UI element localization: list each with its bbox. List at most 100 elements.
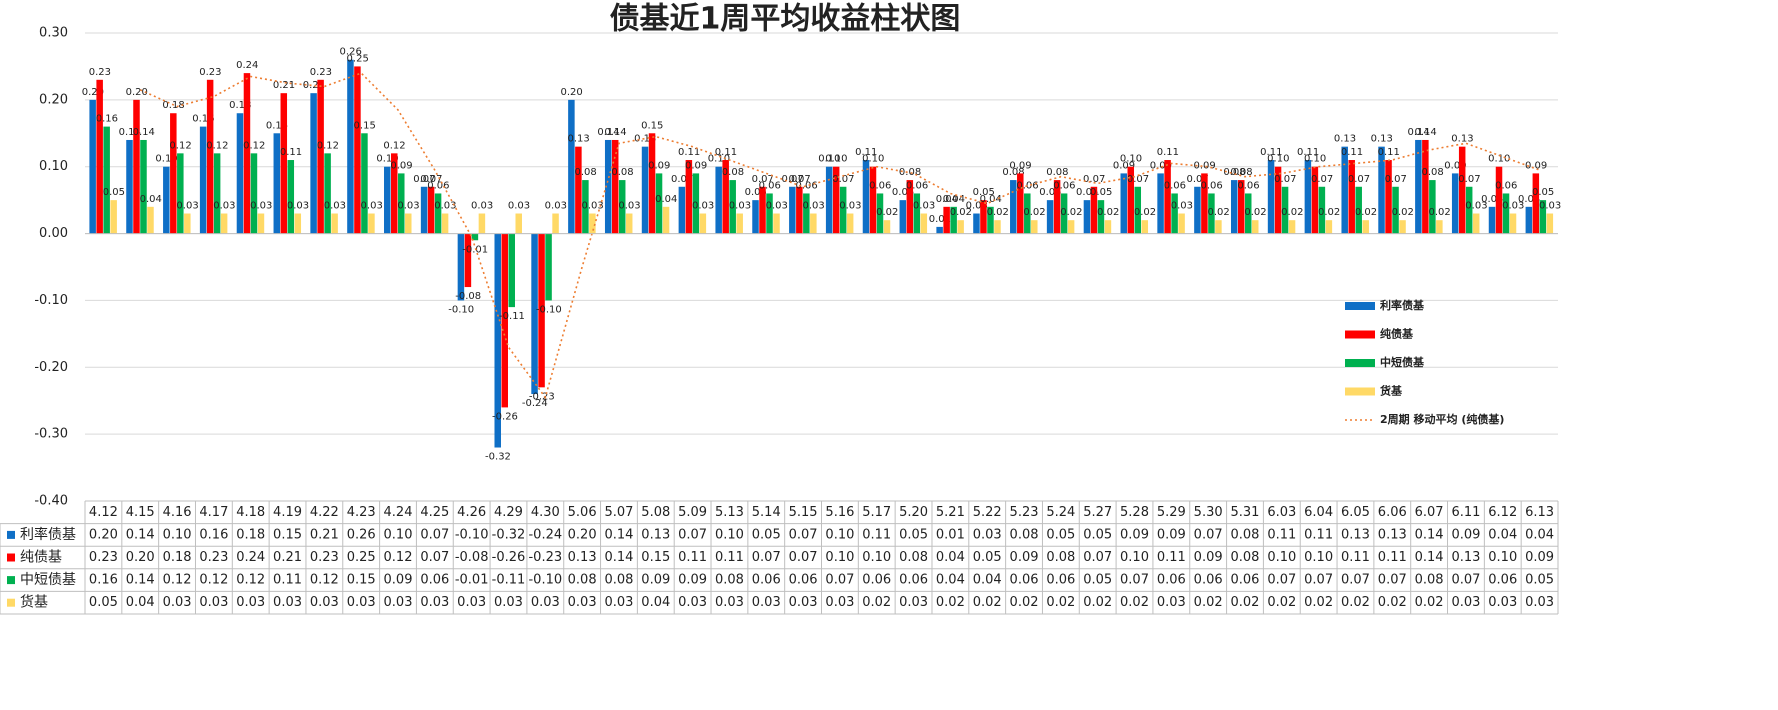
table-cell: 0.07 — [420, 527, 449, 542]
table-cell: 0.10 — [1267, 550, 1296, 565]
data-label: 0.02 — [1208, 207, 1230, 218]
data-label: 0.08 — [722, 167, 744, 178]
data-label: 0.03 — [692, 201, 714, 212]
data-label: 0.07 — [752, 174, 774, 185]
bar — [294, 213, 302, 234]
table-cell: 0.03 — [973, 527, 1002, 542]
bar — [1311, 166, 1319, 234]
table-cell: 0.04 — [1525, 527, 1554, 542]
bar — [1495, 166, 1503, 234]
table-cell: 0.03 — [310, 595, 339, 610]
y-tick-label: -0.30 — [34, 427, 68, 442]
table-cell: 0.03 — [1488, 595, 1517, 610]
bar — [273, 133, 281, 234]
data-label: 0.07 — [420, 174, 442, 185]
bar — [568, 99, 575, 234]
bar — [170, 113, 177, 234]
table-cell: 0.07 — [1341, 573, 1370, 588]
data-label: 0.06 — [1201, 180, 1223, 191]
data-label: 0.03 — [324, 201, 346, 212]
table-cell: 0.07 — [789, 550, 818, 565]
table-cell: -0.23 — [528, 550, 562, 565]
legend-swatch — [1345, 359, 1375, 367]
category-label: 6.06 — [1378, 505, 1407, 520]
bar — [994, 220, 1001, 234]
table-cell: 0.24 — [236, 550, 265, 565]
data-label: 0.24 — [236, 60, 258, 71]
data-label: 0.03 — [582, 201, 604, 212]
bar — [1436, 220, 1443, 234]
category-label: 5.24 — [1046, 505, 1075, 520]
category-label: 6.11 — [1451, 505, 1480, 520]
bar — [1127, 166, 1135, 234]
table-cell: 0.02 — [1304, 595, 1333, 610]
table-cell: 0.09 — [384, 573, 413, 588]
category-label: 5.23 — [1010, 505, 1039, 520]
legend-label: 纯债基 — [1380, 327, 1414, 341]
bar — [140, 139, 147, 234]
data-label: 0.03 — [250, 201, 272, 212]
data-label: 0.15 — [266, 120, 288, 131]
bar — [368, 213, 375, 234]
table-cell: 0.04 — [641, 595, 670, 610]
data-label: 0.03 — [213, 201, 235, 212]
data-label: 0.09 — [1113, 160, 1135, 171]
bar — [220, 213, 228, 234]
data-label: 0.06 — [1016, 180, 1038, 191]
table-cell: 0.02 — [1120, 595, 1149, 610]
bar — [685, 160, 693, 234]
data-label: 0.14 — [133, 127, 155, 138]
data-label: 0.05 — [973, 187, 995, 198]
table-cell: 0.07 — [825, 573, 854, 588]
data-label: 0.15 — [641, 120, 663, 131]
bar — [1539, 200, 1547, 234]
table-cell: 0.08 — [1231, 550, 1260, 565]
bar — [766, 193, 773, 234]
bar — [199, 126, 207, 234]
category-label: 4.23 — [347, 505, 376, 520]
bar — [441, 213, 449, 234]
table-cell: 0.21 — [310, 527, 339, 542]
data-label: 0.04 — [936, 194, 958, 205]
bar — [420, 186, 428, 234]
category-label: 6.07 — [1415, 505, 1444, 520]
table-cell: 0.02 — [973, 595, 1002, 610]
bar — [987, 206, 994, 234]
bar — [1208, 193, 1215, 234]
bar — [1067, 220, 1075, 234]
data-label: 0.07 — [671, 174, 693, 185]
data-label: 0.07 — [1274, 174, 1296, 185]
bar — [1164, 160, 1171, 234]
table-cell: 0.04 — [1488, 527, 1517, 542]
table-cell: 0.03 — [531, 595, 560, 610]
bar — [133, 99, 140, 234]
category-label: 4.24 — [384, 505, 413, 520]
table-cell: 0.08 — [1010, 527, 1039, 542]
category-label: 5.20 — [899, 505, 928, 520]
table-cell: 0.11 — [1378, 550, 1407, 565]
bar — [1157, 173, 1164, 234]
category-label: 5.30 — [1194, 505, 1223, 520]
bar — [1525, 206, 1533, 234]
category-label: 5.17 — [862, 505, 891, 520]
bar — [110, 200, 117, 234]
data-label: 0.02 — [876, 207, 898, 218]
data-label: 0.07 — [788, 174, 810, 185]
moving-average-line — [139, 72, 1540, 400]
category-label: 5.08 — [641, 505, 670, 520]
table-cell: 0.09 — [1120, 527, 1149, 542]
data-label: 0.10 — [1488, 154, 1510, 165]
bar — [361, 133, 368, 234]
data-label: 0.09 — [1194, 160, 1216, 171]
category-label: 4.30 — [531, 505, 560, 520]
table-cell: 0.03 — [715, 595, 744, 610]
bar — [589, 213, 596, 234]
data-label: 0.04 — [980, 194, 1002, 205]
table-cell: 0.06 — [1488, 573, 1517, 588]
y-tick-label: -0.10 — [34, 293, 68, 308]
bar — [810, 213, 817, 234]
bar — [250, 153, 258, 234]
table-cell: 0.06 — [752, 573, 781, 588]
bar — [1053, 180, 1061, 234]
category-label: 6.13 — [1525, 505, 1554, 520]
